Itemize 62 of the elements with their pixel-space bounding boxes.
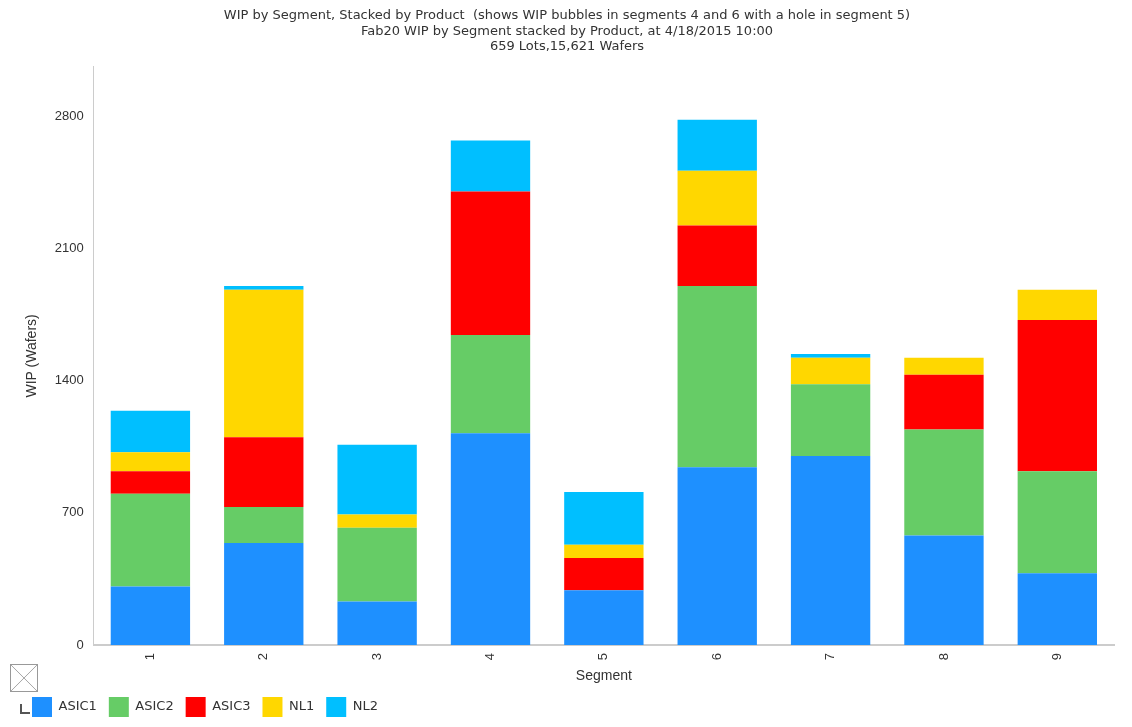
bar [677, 225, 757, 286]
x-tick-label: 4 [482, 652, 498, 661]
bar [110, 493, 191, 587]
bar [1017, 573, 1097, 645]
bar [677, 467, 757, 645]
bar [564, 491, 644, 545]
legend-label: ASIC2 [135, 698, 174, 714]
bar [564, 544, 644, 559]
bar [790, 354, 871, 358]
y-tick-label: 1400 [54, 372, 84, 388]
bar [224, 285, 304, 290]
y-tick-label: 2800 [54, 107, 84, 123]
bar [904, 429, 984, 536]
bar [337, 514, 417, 528]
legend-label: ASIC1 [58, 698, 97, 714]
y-axis-title: WIP (Wafers) [23, 314, 40, 398]
x-tick-label: 5 [595, 652, 611, 661]
bar [564, 590, 644, 645]
bar [677, 170, 757, 226]
bar [110, 471, 191, 494]
x-tick-label: 8 [935, 652, 951, 661]
legend-label: NL2 [352, 698, 378, 714]
bar [450, 191, 531, 336]
bar [904, 535, 984, 645]
x-tick-label: 2 [255, 652, 271, 661]
bar [1017, 471, 1097, 574]
bar [450, 140, 531, 192]
bar [790, 357, 871, 385]
x-tick-label: 1 [141, 652, 157, 661]
bar [677, 285, 757, 468]
bar [1017, 289, 1097, 320]
bar [110, 410, 191, 453]
x-tick-label: 6 [708, 652, 724, 661]
bar [904, 374, 984, 430]
y-tick-label: 2100 [54, 239, 84, 255]
bar [337, 527, 417, 602]
bar [110, 586, 191, 645]
legend-label: NL1 [288, 698, 315, 714]
bar [790, 456, 871, 645]
x-tick-label: 3 [368, 652, 384, 661]
bar [224, 437, 304, 508]
bar [677, 119, 757, 171]
x-axis-title: Segment [575, 667, 632, 684]
bar [450, 335, 531, 434]
y-tick-label: 700 [62, 504, 84, 520]
chart-title: WIP by Segment, Stacked by Product (shows WIP bubbles in segments 4 and 6 with a hole in segment 5) [223, 7, 911, 23]
bar [337, 601, 417, 645]
bar [450, 433, 531, 645]
bar [224, 542, 304, 645]
bar [1017, 319, 1097, 472]
bar [904, 357, 984, 375]
legend-label: ASIC3 [212, 698, 251, 714]
bar [110, 452, 191, 472]
x-tick-label: 9 [1048, 652, 1064, 661]
y-tick-label: 0 [76, 636, 84, 652]
x-tick-label: 7 [822, 652, 838, 661]
bar [337, 444, 417, 515]
bar [564, 558, 644, 591]
chart-subtitle: Fab20 WIP by Segment stacked by Product, at 4/18/2015 10:00 659 Lots,15,621 Wafers [360, 22, 774, 54]
bar [790, 384, 871, 457]
bar [224, 289, 304, 438]
bar [224, 507, 304, 543]
